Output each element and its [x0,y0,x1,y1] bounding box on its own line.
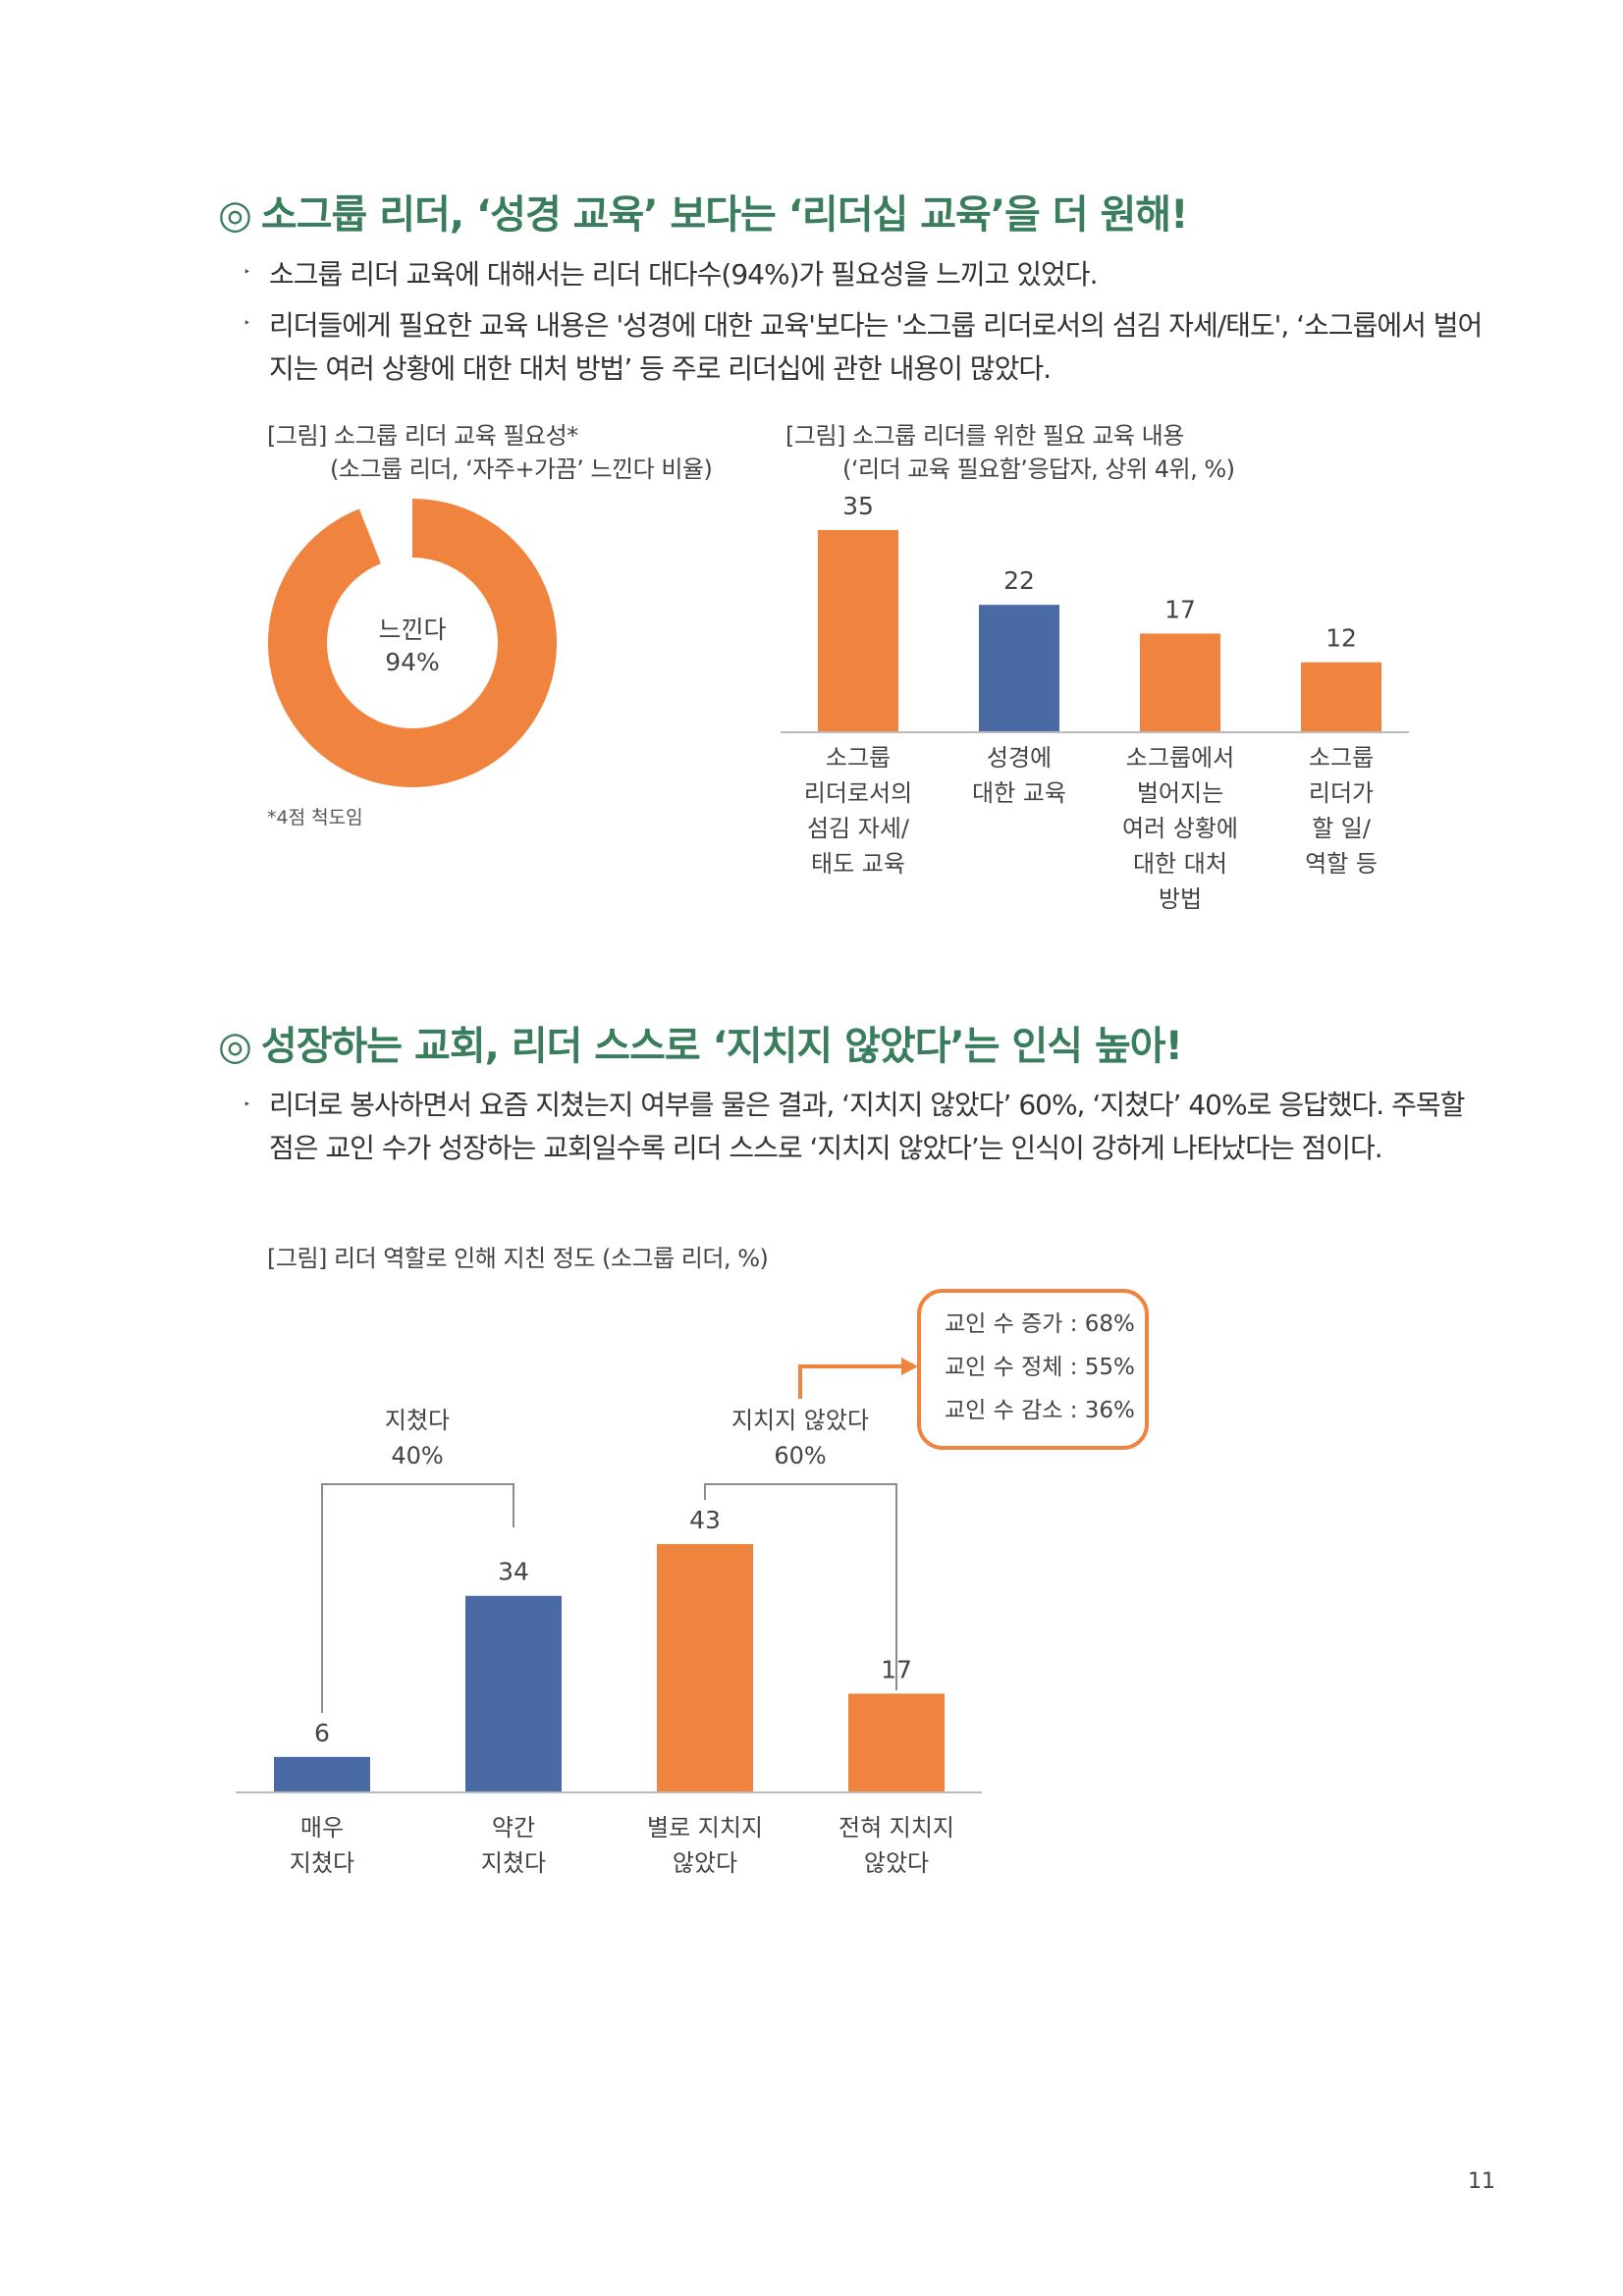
double-circle-icon: ◎ [218,1024,252,1069]
bar1-bar-1 [818,530,898,731]
bar1-category-label-4: 소그룹 [1309,744,1374,772]
church-growth-callout: 교인 수 증가 : 68% 교인 수 정체 : 55% 교인 수 감소 : 36… [917,1289,1149,1450]
bar1-category-label-1: 태도 교육 [811,850,905,878]
donut-chart [268,499,557,787]
bar1-category-label-1: 소그룹 [826,744,891,772]
bullet-triangle-icon: ‣ [243,265,251,279]
bar1-category-label-3: 대한 대처 [1133,850,1227,878]
bar2-category-label-2: 지쳤다 [481,1849,546,1877]
bar2-value-label-3: 43 [689,1506,721,1534]
bar1-category-label-4: 역할 등 [1305,850,1378,878]
bar2-category-label-2: 약간 [492,1814,535,1842]
bar2-bar-1 [274,1756,370,1791]
bar2-bar-3 [657,1544,753,1791]
bar1-category-label-3: 벌어지는 [1137,779,1223,807]
bar2-value-label-2: 34 [498,1558,529,1586]
callout-arrow-head-icon [901,1358,918,1375]
donut-center-value: 94% [385,648,440,676]
section2-title-text: 성장하는 교회, 리더 스스로 ‘지치지 않았다’는 인식 높아! [260,1024,1183,1069]
donut-center-label: 느낀다 [378,615,447,644]
bar1-category-label-4: 할 일/ [1312,815,1372,842]
section2-bullet-1: 리더로 봉사하면서 요즘 지쳤는지 여부를 물은 결과, ‘지치지 않았다’ 6… [269,1089,1465,1164]
bullet-triangle-icon: ‣ [243,316,251,330]
bar2-bar-2 [465,1595,562,1791]
bar1-caption-1: [그림] 소그룹 리더를 위한 필요 교육 내용 [785,422,1184,450]
bar1-caption-2: (‘리더 교육 필요함’응답자, 상위 4위, %) [842,455,1235,483]
page-number: 11 [1468,2169,1495,2194]
bar2-category-label-3: 별로 지치지 [647,1814,763,1842]
bar1-category-label-1: 리더로서의 [804,779,912,807]
bar1-category-label-3: 여러 상황에 [1122,815,1238,842]
double-circle-icon: ◎ [218,192,252,238]
bar1-bar-4 [1301,662,1381,731]
bar2-category-label-3: 않았다 [673,1849,737,1877]
bar2-category-label-1: 매우 [300,1814,344,1842]
group-label-tired: 지쳤다 [385,1407,450,1434]
bullet-triangle-icon: ‣ [243,1097,251,1111]
callout-line-decrease: 교인 수 감소 : 36% [945,1398,1135,1423]
callout-line-plateau: 교인 수 정체 : 55% [945,1355,1135,1380]
bar2-category-label-1: 지쳤다 [290,1849,354,1877]
bar1-category-label-3: 소그룹에서 [1126,744,1234,772]
bar1-category-label-4: 리더가 [1309,779,1374,807]
section1-title: ◎ 소그룹 리더, ‘성경 교육’ 보다는 ‘리더십 교육’을 더 원해! [218,183,1188,240]
bar1-value-label-3: 17 [1164,595,1196,623]
bar1-category-label-3: 방법 [1159,885,1202,913]
section1-bullet-2: 리더들에게 필요한 교육 내용은 '성경에 대한 교육'보다는 '소그룹 리더로… [269,309,1483,385]
section1-bullet-1: 소그룹 리더 교육에 대해서는 리더 대다수(94%)가 필요성을 느끼고 있었… [269,258,1098,291]
section2-title: ◎ 성장하는 교회, 리더 스스로 ‘지치지 않았다’는 인식 높아! [218,1014,1183,1071]
bar-chart-fatigue: 6 매우 지쳤다 34 약간 지쳤다 43 별로 지치지 않았다 17 전혀 지치지 않았다 지쳤다 40… [226,1358,992,1885]
donut-footnote: *4점 척도임 [267,807,363,828]
bar1-value-label-2: 22 [1003,566,1035,595]
bar1-bar-3 [1140,633,1220,731]
bar2-bar-4 [848,1693,945,1791]
bar2-category-label-4: 않았다 [864,1849,929,1877]
bar1-value-label-1: 35 [842,492,874,520]
donut-caption-1: [그림] 소그룹 리더 교육 필요성* [267,422,578,450]
bracket-tired [321,1483,514,1713]
group-value-tired: 40% [391,1442,443,1469]
group-value-not-tired: 60% [774,1442,826,1469]
bracket-not-tired [704,1483,897,1690]
callout-line-increase: 교인 수 증가 : 68% [945,1311,1135,1337]
donut-caption-2: (소그룹 리더, ‘자주+가끔’ 느낀다 비율) [330,455,713,483]
donut-slice-feel [268,499,557,787]
bar1-value-label-4: 12 [1325,624,1357,653]
bar2-value-label-1: 6 [314,1719,330,1747]
group-label-not-tired: 지치지 않았다 [731,1407,869,1434]
bar1-category-label-2: 대한 교육 [972,779,1066,807]
section1-title-text: 소그룹 리더, ‘성경 교육’ 보다는 ‘리더십 교육’을 더 원해! [260,192,1188,238]
bar1-category-label-1: 섬김 자세/ [807,815,910,842]
callout-arrow-line [798,1364,903,1399]
bar1-category-label-2: 성경에 [987,744,1052,772]
bar1-bar-2 [979,605,1059,731]
bar2-category-label-4: 전혀 지치지 [839,1814,954,1842]
bar2-caption: [그림] 리더 역할로 인해 지친 정도 (소그룹 리더, %) [267,1245,769,1272]
